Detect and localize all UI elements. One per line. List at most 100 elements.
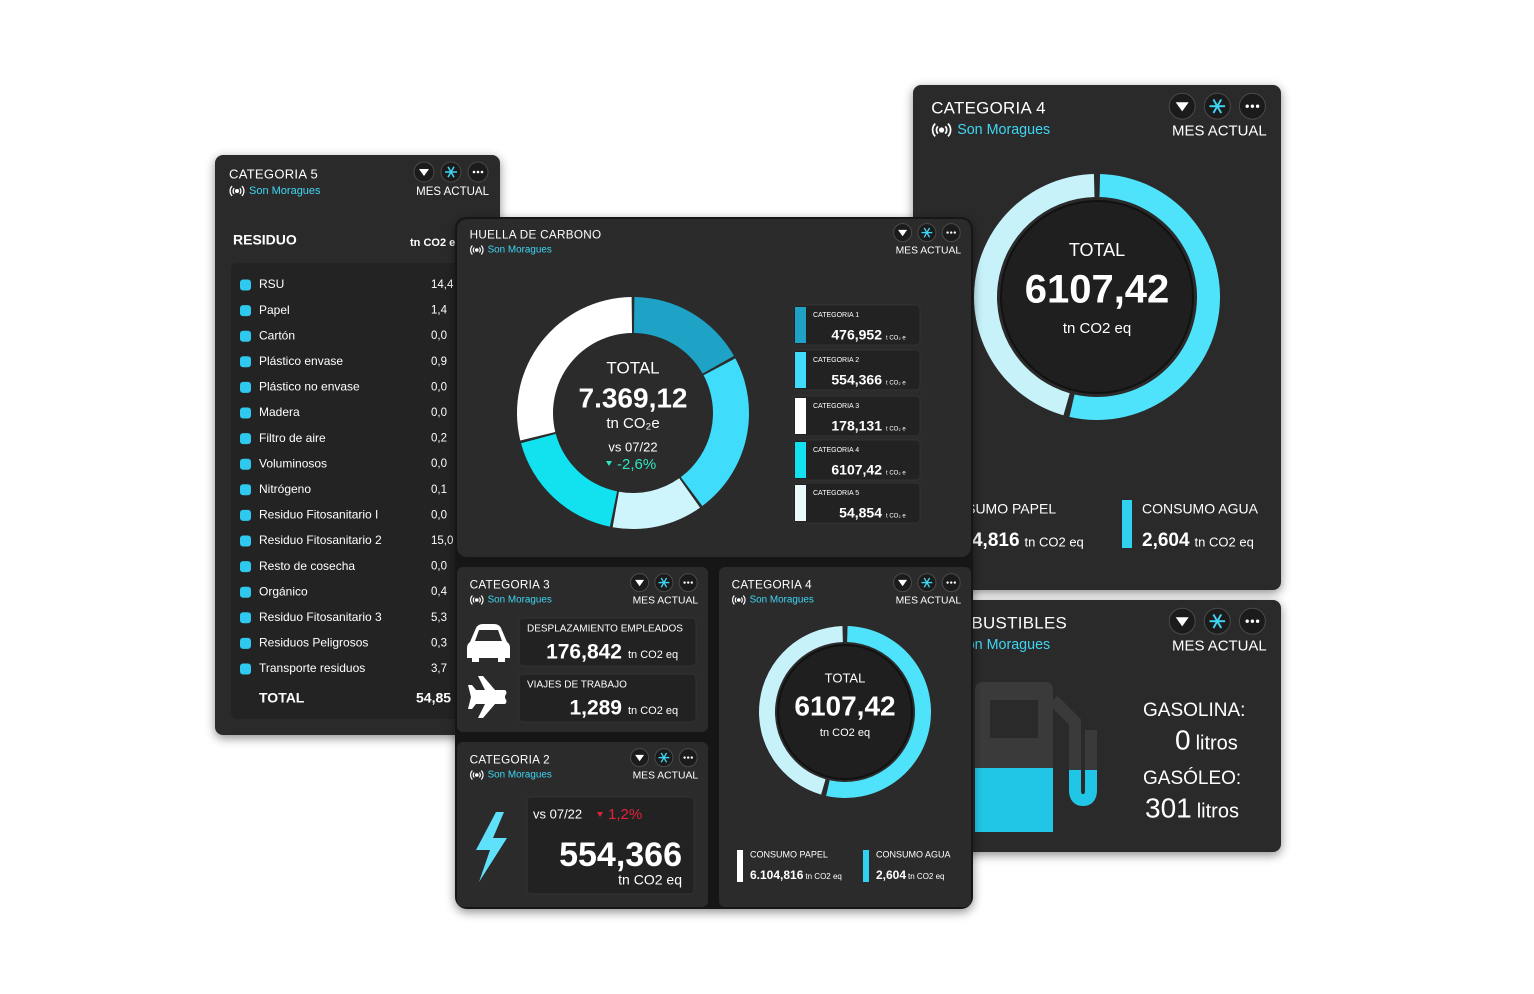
more-icon bbox=[1250, 619, 1255, 623]
row-value: 0,9 bbox=[431, 356, 447, 368]
item-value: 554,366 bbox=[559, 836, 682, 874]
bullet bbox=[240, 612, 251, 624]
donut-segment bbox=[520, 433, 618, 527]
row-value: 14,4 bbox=[431, 279, 454, 291]
donut-segment bbox=[680, 358, 749, 507]
card bbox=[792, 349, 921, 391]
donut-center bbox=[555, 335, 711, 491]
unit: litros bbox=[1196, 732, 1238, 754]
bullet bbox=[240, 561, 251, 573]
column-label: RESIDUO bbox=[233, 232, 297, 248]
filter-icon bbox=[419, 169, 429, 176]
more-icon bbox=[950, 581, 953, 584]
legend-label: CATEGORIA 1 bbox=[813, 312, 859, 319]
legend-swatch bbox=[795, 442, 806, 478]
more-icon bbox=[690, 581, 693, 584]
legend-value: 476,952 bbox=[831, 327, 882, 343]
panel-title: HUELLA DE CARBONO bbox=[470, 229, 602, 242]
donut-segment bbox=[826, 626, 931, 799]
signal-icon bbox=[732, 595, 746, 605]
period: MES ACTUAL bbox=[1172, 122, 1267, 139]
freeze-icon bbox=[447, 166, 455, 178]
fuel-label: GASÓLEO: bbox=[1143, 767, 1241, 789]
legend-label: CATEGORIA 3 bbox=[813, 403, 859, 410]
donut-segment bbox=[974, 174, 1095, 416]
more-icon bbox=[1255, 104, 1260, 108]
legend-value: 54,854 bbox=[839, 505, 882, 521]
item-value: 2,604 bbox=[876, 868, 906, 882]
panel-title: CATEGORIA 5 bbox=[229, 166, 318, 181]
unit: tn CO2 e bbox=[410, 237, 455, 249]
legend-swatch bbox=[795, 485, 806, 521]
card bbox=[792, 304, 921, 346]
row-label: Voluminosos bbox=[259, 456, 327, 470]
legend-swatch bbox=[795, 307, 806, 343]
row-value: 0,4 bbox=[431, 586, 448, 598]
fuel-value: 301 bbox=[1145, 792, 1192, 823]
location: Son Moragues bbox=[488, 595, 552, 606]
label: tn CO2 eq bbox=[820, 727, 870, 739]
filter-icon bbox=[898, 229, 908, 237]
signal-icon bbox=[939, 127, 945, 133]
unit: tn CO2 eq bbox=[628, 649, 678, 661]
signal-icon bbox=[470, 770, 484, 780]
item-bar bbox=[737, 850, 743, 882]
donut-segment bbox=[612, 478, 701, 529]
car-icon bbox=[467, 624, 510, 662]
donut-center bbox=[777, 644, 913, 780]
card bbox=[518, 617, 697, 667]
item-label: CONSUMO PAPEL bbox=[750, 849, 828, 859]
row-label: Madera bbox=[259, 405, 300, 419]
item-value: 6.104,816 bbox=[750, 868, 804, 882]
row-value: 0,0 bbox=[431, 458, 447, 470]
row-label: RSU bbox=[259, 277, 284, 291]
more-icon bbox=[687, 756, 690, 759]
legend-value: 554,366 bbox=[831, 372, 882, 388]
panel-title: CATEGORIA 2 bbox=[470, 754, 550, 767]
more-icon bbox=[476, 170, 480, 174]
item-bar bbox=[1122, 500, 1132, 548]
bullet bbox=[240, 484, 251, 496]
unit: t CO₂ e bbox=[886, 381, 906, 387]
more-icon bbox=[950, 231, 953, 234]
freeze-icon bbox=[1212, 98, 1223, 114]
bullet bbox=[240, 637, 251, 649]
row-value: 1,4 bbox=[431, 305, 448, 317]
card bbox=[518, 673, 697, 723]
card bbox=[792, 482, 921, 524]
fuel-hose-level bbox=[1069, 770, 1097, 807]
more-icon bbox=[953, 581, 956, 584]
unit: t CO₂ e bbox=[886, 514, 906, 520]
bullet bbox=[240, 381, 251, 393]
more-icon bbox=[1250, 104, 1255, 108]
label: 6107,42 bbox=[794, 690, 895, 721]
row-label: Plástico no envase bbox=[259, 380, 360, 394]
row-value: 5,3 bbox=[431, 612, 447, 624]
signal-icon bbox=[734, 597, 743, 603]
more-icon bbox=[690, 756, 693, 759]
trend-icon bbox=[606, 461, 612, 466]
label: 6107,42 bbox=[1025, 268, 1170, 312]
location: Son Moragues bbox=[957, 637, 1050, 653]
more-icon bbox=[1245, 619, 1249, 623]
more-icon bbox=[953, 231, 956, 234]
row-label: Resto de cosecha bbox=[259, 559, 355, 573]
more-icon bbox=[687, 581, 690, 584]
signal-icon bbox=[472, 772, 481, 778]
row-value: 0,0 bbox=[431, 381, 447, 393]
more-icon bbox=[946, 581, 949, 584]
signal-icon bbox=[472, 597, 481, 603]
row-label: Plástico envase bbox=[259, 354, 343, 368]
bullet bbox=[240, 509, 251, 521]
row-value: 0,0 bbox=[431, 509, 447, 521]
total-label: TOTAL bbox=[259, 690, 305, 706]
legend-value: 6107,42 bbox=[831, 462, 882, 478]
signal-icon bbox=[235, 189, 239, 193]
period: MES ACTUAL bbox=[416, 186, 489, 198]
item-value: 1,289 bbox=[569, 697, 622, 720]
bullet bbox=[240, 586, 251, 598]
more-icon bbox=[683, 581, 686, 584]
freeze-icon bbox=[923, 577, 931, 588]
unit: tn CO2 eq bbox=[1195, 534, 1254, 549]
